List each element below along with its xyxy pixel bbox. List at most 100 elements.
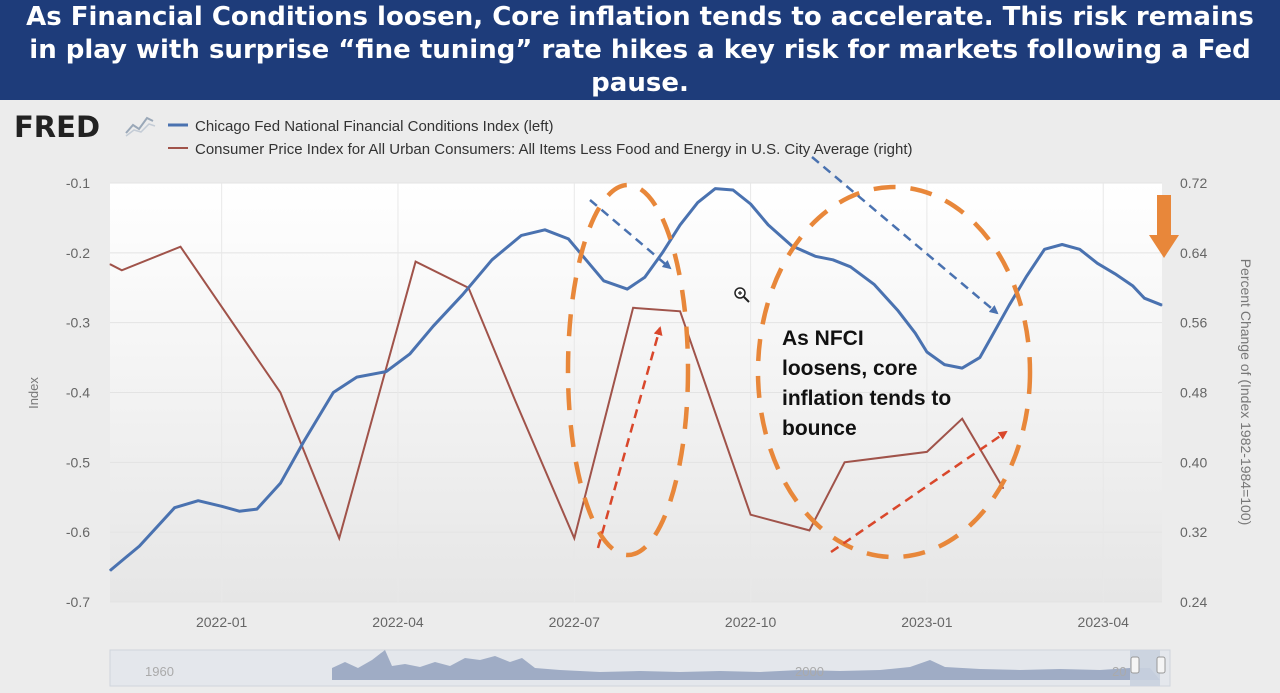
nfci-point (897, 309, 899, 311)
cpi-point (279, 392, 281, 393)
navigator-series-area (332, 650, 1160, 680)
zoom-in-icon[interactable] (734, 287, 750, 303)
nfci-point (1096, 262, 1098, 264)
cpi-point (468, 287, 470, 289)
headline-banner: As Financial Conditions loosen, Core inf… (0, 0, 1280, 100)
right-axis-title: Percent Change of (Index 1982-1984=100) (1238, 259, 1254, 526)
nfci-point (944, 364, 946, 366)
nfci-point (873, 283, 875, 285)
x-tick-label: 2023-01 (901, 614, 953, 630)
nfci-point (520, 234, 522, 236)
nfci-point (661, 252, 663, 254)
chart-panel: FRED Chicago Fed National Financial Cond… (0, 100, 1280, 693)
left-tick-label: -0.5 (66, 454, 90, 470)
left-axis-title: Index (26, 377, 41, 409)
nfci-point (732, 189, 734, 191)
fred-logo: FRED (14, 110, 100, 144)
nfci-point (914, 332, 916, 334)
nfci-point (979, 357, 981, 359)
annotation-text: As NFCI loosens, core inflation tends to… (782, 327, 951, 440)
nfci-point (356, 376, 358, 378)
nfci-point (1043, 248, 1045, 250)
nfci-point (644, 276, 646, 278)
annotation-line-3: inflation tends to (782, 387, 951, 410)
navigator-handle-left[interactable] (1130, 656, 1140, 674)
red-arrow-right (830, 430, 1008, 554)
nfci-point (679, 224, 681, 226)
cpi-point (573, 537, 575, 539)
nfci-point (279, 482, 281, 484)
cpi-point (415, 261, 417, 263)
nfci-point (174, 507, 176, 509)
nfci-point (303, 440, 305, 442)
nfci-point (1143, 297, 1145, 299)
nfci-point (585, 259, 587, 261)
nfci-point (544, 229, 546, 231)
cpi-point (338, 537, 340, 539)
nfci-point (1079, 248, 1081, 250)
nfci-point (767, 224, 769, 226)
nfci-point (714, 188, 716, 190)
navigator-label-1960: 1960 (145, 664, 174, 679)
blue-arrow-left (589, 199, 672, 270)
cpi-point (961, 418, 963, 420)
navigator-handle-right[interactable] (1156, 656, 1166, 674)
nfci-point (1161, 304, 1163, 306)
nfci-point (385, 371, 387, 373)
left-tick-label: -0.6 (66, 524, 90, 540)
annotation-ellipse-left (565, 182, 691, 558)
x-axis-ticks: 2022-01 2022-04 2022-07 2022-10 2023-01 2023-… (196, 614, 1129, 630)
nfci-point (626, 288, 628, 290)
cpi-point (926, 451, 928, 453)
cpi-point (750, 514, 752, 516)
nfci-point (256, 508, 258, 510)
nfci-point (603, 280, 605, 282)
nfci-point (409, 353, 411, 355)
nfci-point (750, 203, 752, 205)
nfci-point (197, 500, 199, 502)
legend-label-cpi: Consumer Price Index for All Urban Consu… (195, 141, 913, 158)
navigator-label-2000: 2000 (795, 664, 824, 679)
nfci-point (1132, 285, 1134, 287)
range-navigator[interactable] (109, 649, 1171, 687)
nfci-point (221, 505, 223, 507)
nfci-point (238, 510, 240, 512)
cpi-point (109, 263, 111, 265)
left-tick-label: -0.1 (66, 175, 90, 191)
legend-label-nfci: Chicago Fed National Financial Condition… (195, 118, 554, 135)
x-tick-label: 2023-04 (1078, 614, 1130, 630)
nfci-point (332, 392, 334, 393)
nfci-point (138, 545, 140, 547)
cpi-point (808, 529, 810, 531)
cpi-point (679, 310, 681, 312)
cpi-point (1002, 488, 1004, 490)
x-tick-label: 2022-07 (549, 614, 601, 630)
cpi-point (121, 269, 123, 271)
annotation-line-1: As NFCI (782, 327, 864, 350)
x-tick-label: 2022-04 (372, 614, 424, 630)
series-points (109, 188, 1163, 572)
cpi-point (180, 246, 182, 248)
arrow-down-icon (1149, 195, 1179, 258)
nfci-point (1061, 243, 1063, 245)
right-tick-label: 0.48 (1180, 385, 1207, 401)
nfci-point (491, 259, 493, 261)
nfci-point (1008, 304, 1010, 306)
right-tick-label: 0.56 (1180, 315, 1207, 331)
nfci-point (832, 259, 834, 261)
left-axis-ticks: -0.1 -0.2 -0.3 -0.4 -0.5 -0.6 -0.7 (66, 175, 90, 610)
cpi-point (844, 461, 846, 463)
right-tick-label: 0.24 (1180, 594, 1207, 610)
nfci-point (567, 238, 569, 240)
nfci-point (926, 351, 928, 353)
right-tick-label: 0.64 (1180, 245, 1207, 261)
nfci-point (961, 367, 963, 369)
right-tick-label: 0.72 (1180, 175, 1207, 191)
left-tick-label: -0.3 (66, 315, 90, 331)
headline-text: As Financial Conditions loosen, Core inf… (26, 1, 1254, 98)
nfci-point (1114, 273, 1116, 275)
nfci-point (814, 255, 816, 257)
nfci-point (991, 336, 993, 338)
red-arrow-left (596, 326, 663, 549)
nfci-point (1026, 275, 1028, 277)
